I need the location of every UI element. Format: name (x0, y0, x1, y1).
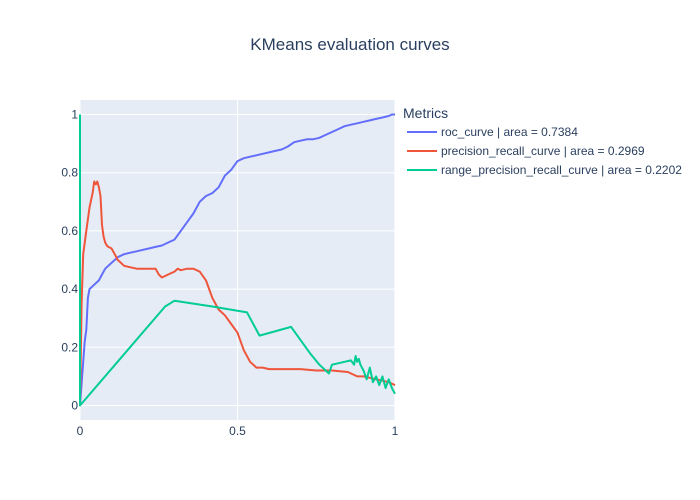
y-tick-label: 0.8 (61, 166, 78, 180)
legend-item-label: roc_curve | area = 0.7384 (441, 125, 578, 139)
y-tick-label: 0.4 (61, 282, 78, 296)
y-tick-label: 0.6 (61, 224, 78, 238)
y-tick-label: 0 (71, 398, 78, 412)
y-tick-label: 1 (71, 108, 78, 122)
series-line-3 (79, 114, 396, 407)
x-tick-label: 0.5 (229, 424, 246, 438)
x-tick-label: 1 (392, 424, 399, 438)
series-line-2 (79, 180, 396, 406)
legend-title: Metrics (403, 105, 448, 121)
series-line-1 (79, 113, 395, 406)
chart-title: KMeans evaluation curves (250, 35, 449, 54)
tick-labels: 0 0.2 0.4 0.6 0.8 1 0 0.5 1 (61, 108, 398, 438)
series-layer (79, 113, 396, 407)
legend-item-label: range_precision_recall_curve | area = 0.… (441, 163, 682, 177)
legend[interactable]: Metrics roc_curve | area = 0.7384 precisi… (403, 105, 682, 177)
legend-item-label: precision_recall_curve | area = 0.2969 (441, 144, 645, 158)
y-tick-label: 0.2 (61, 340, 78, 354)
x-tick-label: 0 (77, 424, 84, 438)
